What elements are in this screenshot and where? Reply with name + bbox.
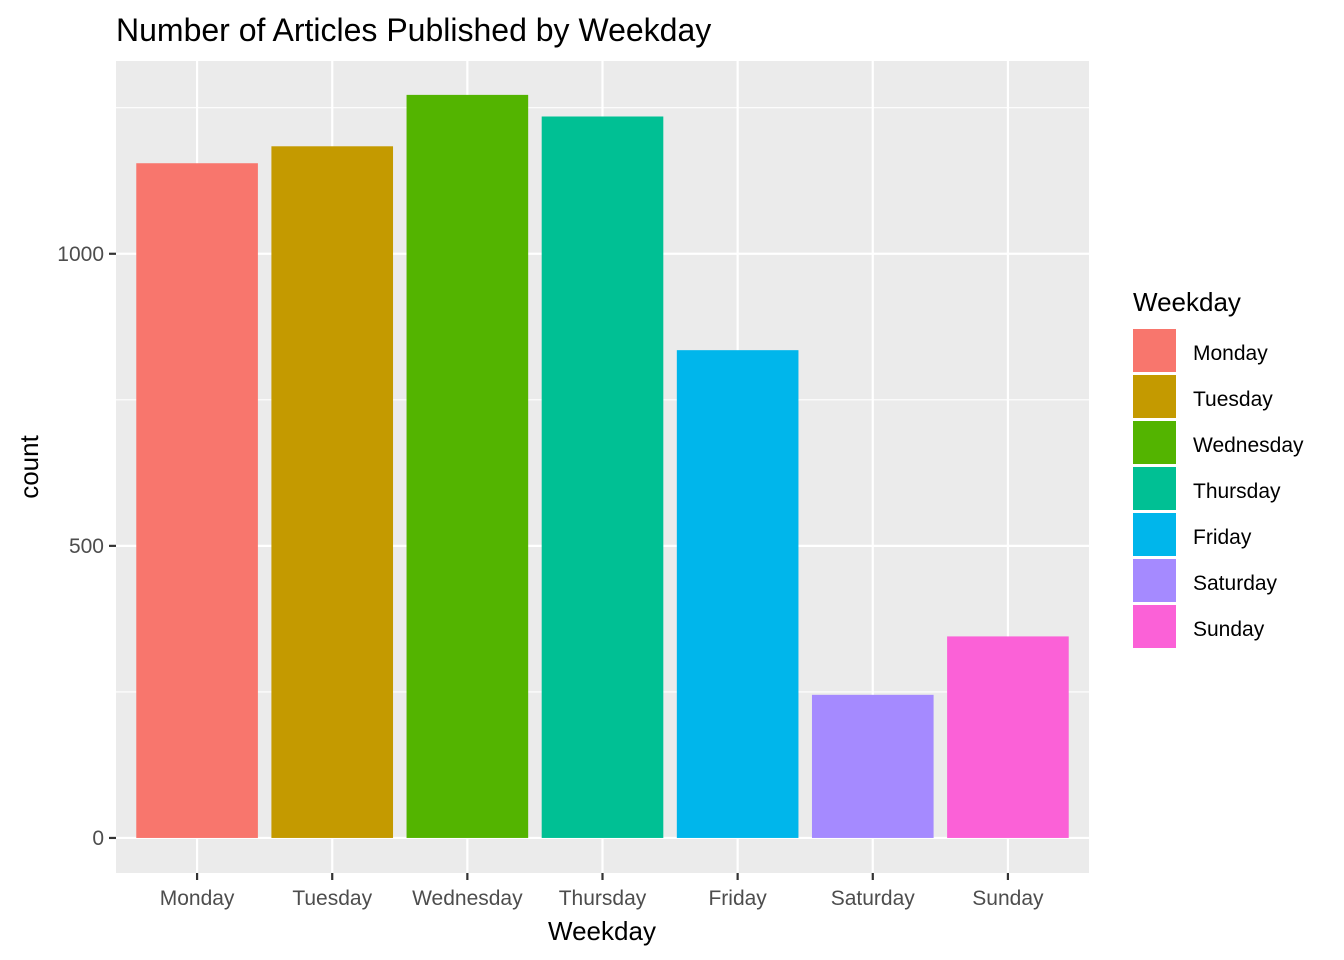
legend-label-monday: Monday	[1193, 342, 1268, 365]
legend-label-tuesday: Tuesday	[1193, 388, 1273, 411]
x-tick-label: Saturday	[831, 887, 916, 910]
y-axis-title: count	[14, 434, 44, 498]
legend-label-wednesday: Wednesday	[1193, 434, 1304, 457]
legend-key-friday	[1133, 513, 1176, 556]
legend-key-thursday	[1133, 467, 1176, 510]
legend-title: Weekday	[1133, 287, 1241, 317]
legend-label-saturday: Saturday	[1193, 572, 1278, 595]
x-axis-ticks: Monday Tuesday Wednesday Thursday Friday Satu…	[160, 873, 1044, 910]
legend-key-monday	[1133, 329, 1176, 372]
x-tick-label: Friday	[708, 887, 767, 910]
bar-sunday	[947, 636, 1069, 838]
legend-key-sunday	[1133, 605, 1176, 648]
y-tick-label: 1000	[57, 243, 104, 266]
legend-label-friday: Friday	[1193, 526, 1252, 549]
bar-monday	[136, 163, 258, 838]
bar-thursday	[541, 116, 664, 838]
x-tick-label: Monday	[160, 887, 235, 910]
legend-key-saturday	[1133, 559, 1176, 602]
legend: Weekday Monday Tuesday Wednesday Thursday Fr…	[1133, 287, 1304, 648]
legend-label-thursday: Thursday	[1193, 480, 1281, 503]
legend-label-sunday: Sunday	[1193, 618, 1265, 641]
x-tick-label: Wednesday	[412, 887, 523, 910]
legend-key-wednesday	[1133, 421, 1176, 464]
bar-saturday	[811, 694, 934, 838]
legend-key-tuesday	[1133, 375, 1176, 418]
x-axis-title: Weekday	[548, 916, 656, 946]
x-tick-label: Thursday	[559, 887, 647, 910]
bar-tuesday	[271, 146, 394, 838]
x-tick-label: Sunday	[972, 887, 1044, 910]
x-tick-label: Tuesday	[292, 887, 372, 910]
y-tick-label: 0	[92, 827, 104, 850]
y-axis-ticks: 0 500 1000	[57, 243, 116, 850]
legend-items: Monday Tuesday Wednesday Thursday Friday Satu…	[1133, 329, 1304, 648]
chart-title: Number of Articles Published by Weekday	[116, 12, 711, 48]
bars	[136, 94, 1069, 838]
y-tick-label: 500	[69, 535, 104, 558]
bar-wednesday	[406, 94, 529, 838]
bar-friday	[676, 350, 799, 838]
